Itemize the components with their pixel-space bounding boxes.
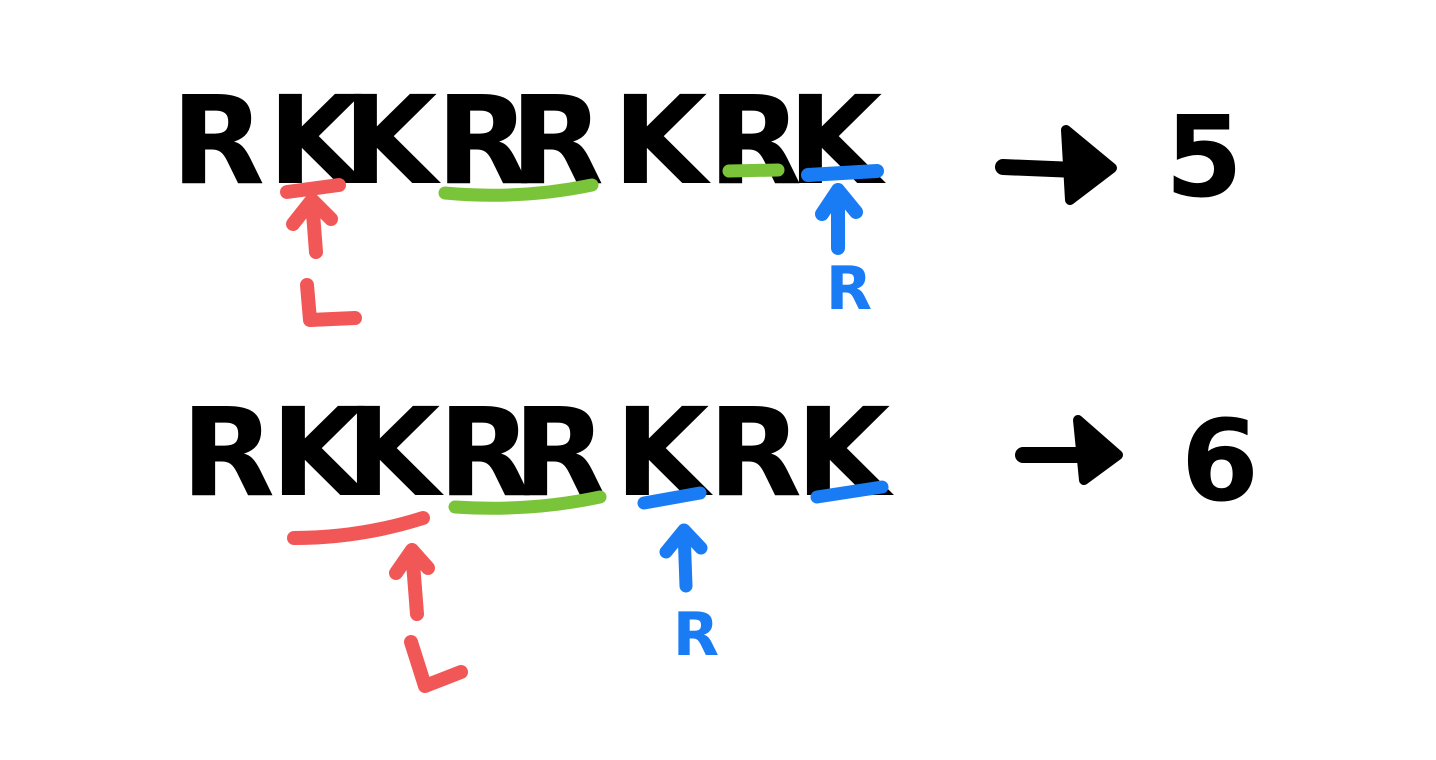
- row-2-result: 6: [1181, 397, 1259, 527]
- row-2-letter-2: K: [271, 382, 370, 524]
- row-2-letter-8: K: [796, 382, 895, 524]
- row-2-result-arrow-icon: [1073, 415, 1123, 485]
- row-2-letter-7: R: [708, 382, 802, 524]
- row-2-left-label-glyph: [404, 635, 468, 693]
- row-1-green-underline-2: [722, 163, 785, 178]
- row-1-green-underline-1: [438, 178, 599, 202]
- row-1-right-arrow-icon: [815, 183, 863, 255]
- row-1-letter-6: K: [613, 70, 712, 212]
- row-2-right-underline: [637, 486, 707, 510]
- row-1-right-underline: [801, 164, 884, 182]
- row-2-left-underline: [287, 511, 430, 545]
- row-2-right-label: R: [673, 600, 719, 670]
- row-1-result: 5: [1165, 93, 1243, 223]
- row-1-left-underline: [280, 178, 346, 199]
- row-2: R K K R R K R K L R 6: [181, 382, 1259, 693]
- row-1-left-arrow-icon: [286, 193, 338, 259]
- row-1: R K K R R K R K L R 5: [171, 70, 1243, 327]
- row-1-letter-7: R: [708, 70, 802, 212]
- row-2-left-arrow-icon: [389, 543, 435, 621]
- row-2-letter-3: K: [346, 382, 445, 524]
- row-1-result-arrow-icon: [1061, 125, 1117, 205]
- row-1-right-label: R: [826, 254, 872, 324]
- row-2-letter-1: R: [181, 382, 275, 524]
- row-1-left-label-glyph: [300, 278, 362, 327]
- row-2-green-underline-1: [448, 490, 607, 515]
- row-1-letter-3: K: [343, 70, 442, 212]
- row-1-letter-1: R: [171, 70, 265, 212]
- row-2-blue-underline-2: [810, 480, 889, 504]
- row-2-letter-4: R: [438, 382, 532, 524]
- row-2-right-arrow-icon: [659, 523, 708, 593]
